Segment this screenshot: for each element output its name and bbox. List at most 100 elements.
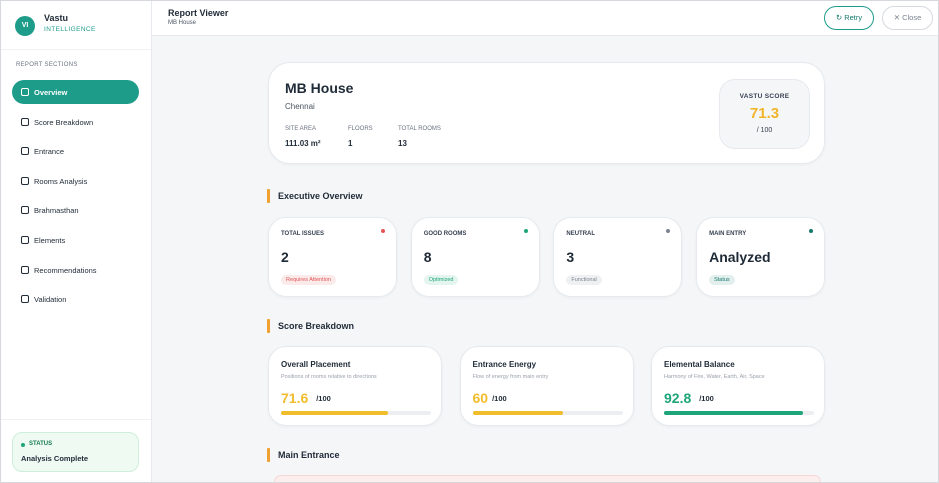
nav-icon [21,236,29,244]
sidebar: VI Vastu INTELLIGENCE REPORT SECTIONS ST… [1,1,152,482]
close-label: Close [902,13,922,22]
breakdown-description: Positions of rooms relative to direction… [281,374,377,380]
nav-label: Entrance [34,147,65,157]
nav-icon [21,176,29,185]
nav-item[interactable]: Brahmasthan [12,198,139,222]
breakdown-score: 92.8 [664,390,692,406]
status-box: STATUS Analysis Complete [12,432,139,472]
breakdown-score: 60 [472,390,489,406]
brand-name: Vastu [44,13,69,23]
nav-item[interactable]: Recommendations [12,258,139,282]
divider [1,419,151,420]
section-accent [267,448,270,462]
breakdown-card: Entrance Energy Flow of energy from main … [459,346,634,426]
section-title: Executive Overview [278,191,363,201]
card-value: Analyzed [709,249,771,265]
breakdown-description: Harmony of Fire, Water, Earth, Air, Spac… [664,374,765,380]
brand-logo: VI [15,16,35,36]
entrance-card [274,475,821,482]
retry-label: Retry [844,13,863,22]
stat-value: 1 [348,139,353,148]
breakdown-max: /100 [316,394,331,403]
breakdown-name: Elemental Balance [664,360,735,369]
nav-label: Recommendations [34,265,97,275]
nav-icon [21,295,29,304]
breakdown-description: Flow of energy from main entry [472,374,549,380]
status-label: STATUS [29,441,53,447]
brand-subtitle: INTELLIGENCE [44,26,96,33]
card-tag: Optimized [423,275,459,285]
breakdown-name: Entrance Energy [472,360,537,369]
nav-item[interactable]: Rooms Analysis [12,169,139,193]
divider [1,49,151,50]
status-dot [666,229,671,233]
breakdown-card: Overall Placement Positions of rooms rela… [268,346,442,426]
card-label: MAIN ENTRY [709,231,747,237]
score-label: VASTU SCORE [739,93,790,100]
breakdown-score: 71.6 [281,390,309,406]
section-accent [267,319,270,333]
progress-track [281,411,431,415]
nav-label: Elements [34,236,66,245]
nav-icon [21,117,29,126]
section-label: REPORT SECTIONS [16,62,78,68]
nav-icon [21,206,29,215]
nav-label: Brahmasthan [34,206,79,216]
section-title: Main Entrance [278,450,340,460]
card-value: 2 [281,249,289,265]
score-value: 71.3 [749,105,780,122]
property-city: Chennai [285,102,315,111]
stat-value: 111.03 m² [285,139,321,148]
nav-item[interactable]: Elements [12,228,139,252]
progress-track [472,411,623,415]
nav-icon [21,147,29,156]
nav-label: Score Breakdown [34,117,94,127]
close-button[interactable]: ✕ Close [882,6,933,30]
nav-label: Overview [34,88,68,97]
nav-label: Rooms Analysis [34,176,88,186]
progress-bar [281,411,389,415]
breakdown-name: Overall Placement [281,360,351,369]
nav-item[interactable]: Validation [12,287,139,311]
stat-label: TOTAL ROOMS [398,126,441,132]
stat-value: 13 [398,139,407,148]
status-dot [381,229,385,233]
overview-card: TOTAL ISSUES 2 Requires Attention [268,217,397,297]
overview-card: GOOD ROOMS 8 Optimized [410,217,540,297]
stat-label: FLOORS [348,126,373,132]
progress-bar [472,411,563,415]
status-text: Analysis Complete [21,454,89,463]
breakdown-card: Elemental Balance Harmony of Fire, Water,… [651,346,825,426]
overview-card: NEUTRAL 3 Functional [553,217,683,297]
nav-item[interactable]: Overview [12,80,139,104]
section-accent [267,189,270,203]
section-title: Score Breakdown [278,321,355,331]
nav-item[interactable]: Score Breakdown [12,110,139,134]
card-tag: Functional [566,275,602,285]
card-value: 3 [566,249,575,265]
property-name: MB House [285,80,354,96]
status-dot [523,229,528,233]
breakdown-max: /100 [492,394,507,403]
progress-bar [664,411,804,415]
header: Report Viewer MB House ↻ Retry ✕ Close [152,1,938,36]
nav-item[interactable]: Entrance [12,139,139,163]
status-dot [21,443,25,447]
header-title: Report Viewer [168,8,229,18]
progress-track [664,411,814,415]
score-max: / 100 [756,127,773,134]
card-value: 8 [423,249,432,265]
header-subtitle: MB House [168,20,197,26]
card-label: NEUTRAL [566,231,596,237]
card-tag: Status [709,275,735,285]
overview-card: MAIN ENTRY Analyzed Status [696,217,826,297]
nav-icon [21,88,29,96]
retry-button[interactable]: ↻ Retry [824,6,874,30]
nav-label: Validation [34,295,67,305]
stat-label: SITE AREA [285,126,317,132]
nav-icon [21,265,29,274]
card-label: GOOD ROOMS [423,231,467,237]
status-dot [809,229,814,233]
